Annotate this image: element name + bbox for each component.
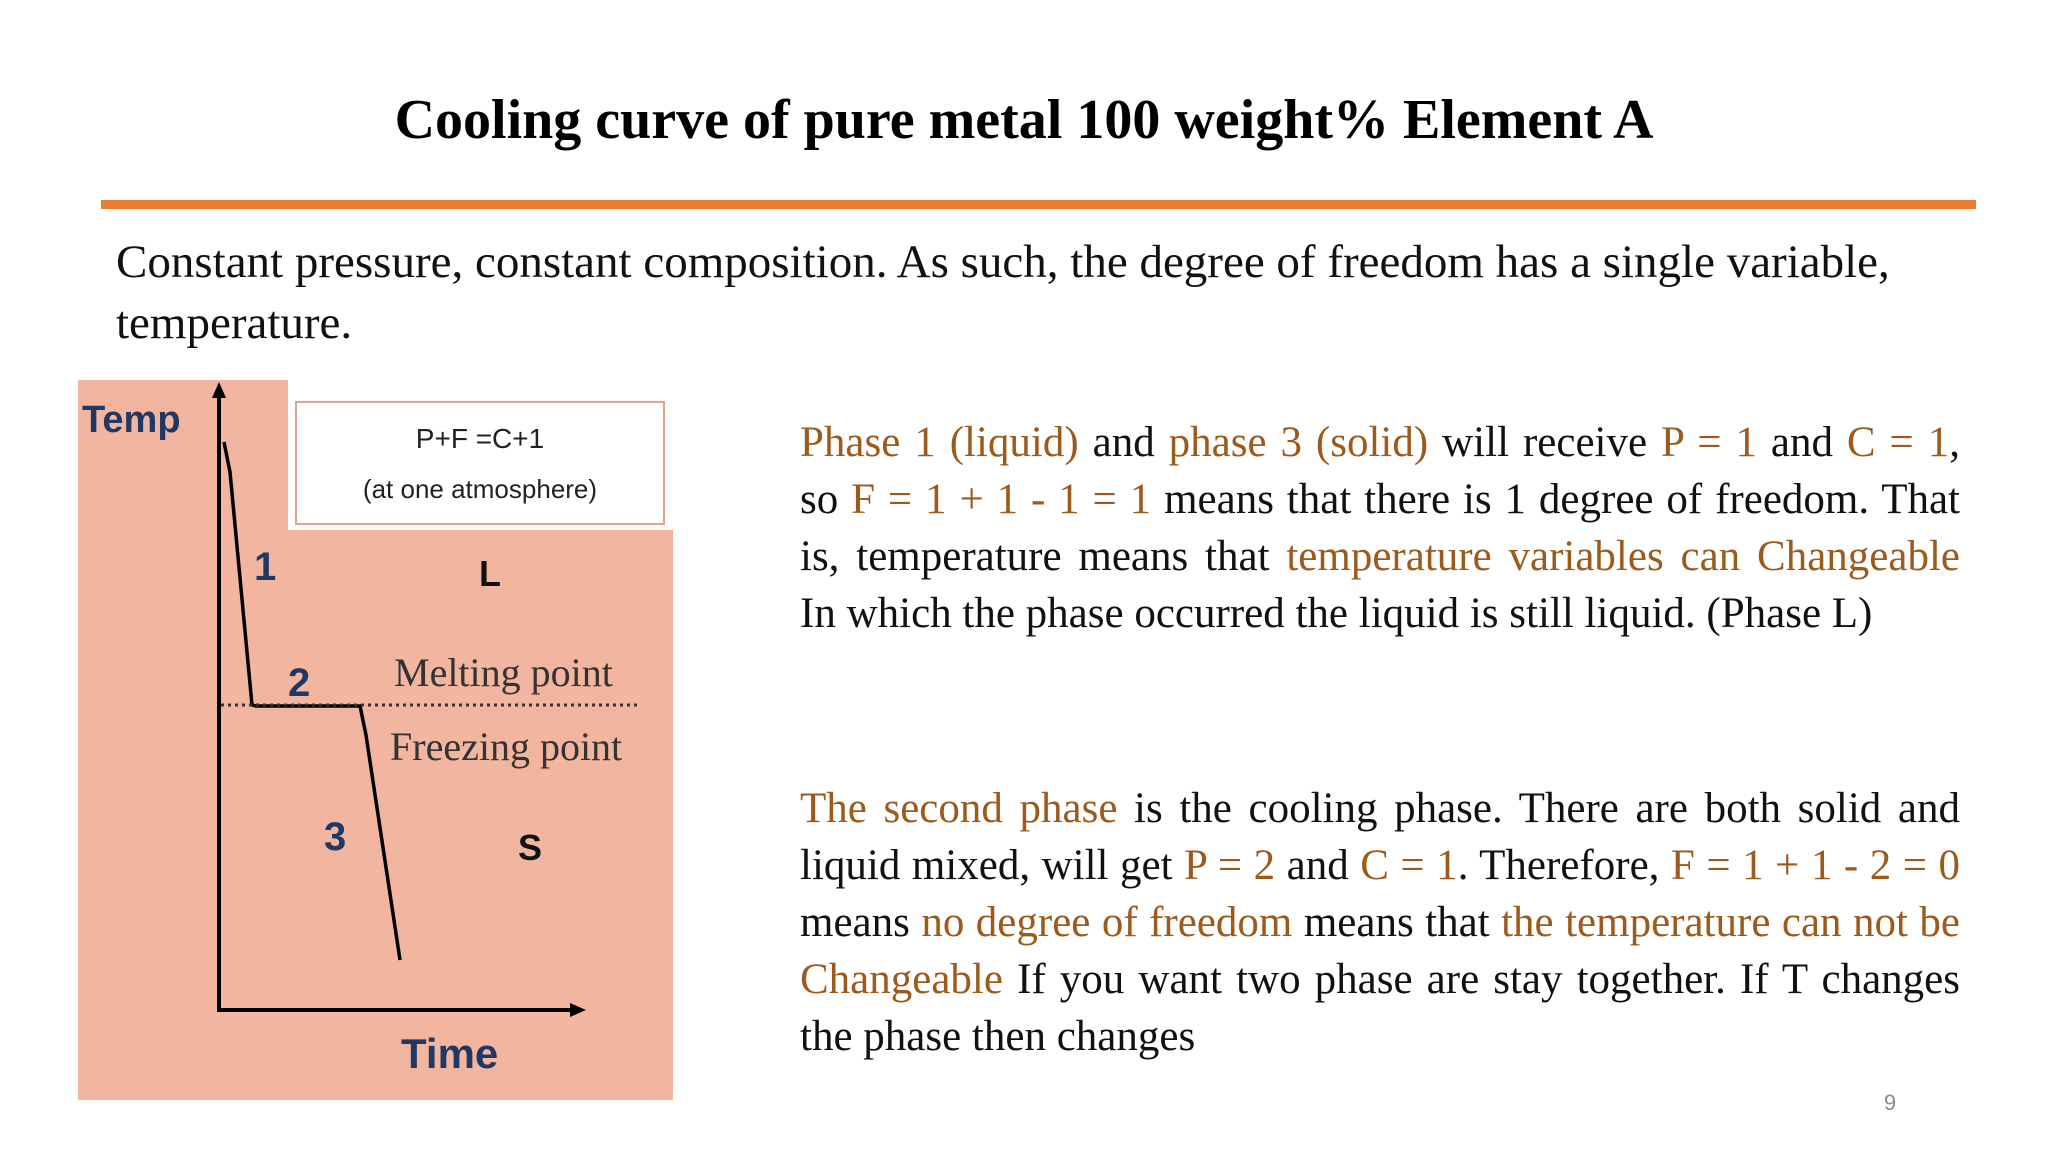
y-axis-label: Temp (82, 399, 181, 441)
cooling-curve-figure: P+F =C+1 (at one atmosphere) Temp Time 1… (78, 380, 678, 1100)
figure-background-lower (78, 530, 673, 1100)
paragraph-text: will receive (1428, 419, 1661, 466)
highlighted-text: Phase 1 (liquid) (800, 419, 1079, 466)
paragraph-text: means (800, 899, 922, 946)
highlighted-text: F = 1 + 1 - 1 = 1 (851, 476, 1152, 523)
paragraph-text: means that (1292, 899, 1502, 946)
paragraph-phase-1-3: Phase 1 (liquid) and phase 3 (solid) wil… (800, 414, 1960, 642)
formula-note: (at one atmosphere) (363, 474, 597, 504)
highlighted-text: temperature variables can Changeable (1286, 533, 1960, 580)
y-axis-arrow (212, 382, 226, 398)
highlighted-text: C = 1 (1360, 842, 1458, 889)
paragraph-text: , so (800, 419, 1960, 523)
formula-box (295, 401, 665, 525)
region-label-liquid: L (479, 553, 501, 594)
segment-label-3: 3 (324, 815, 346, 859)
page-number: 9 (1883, 1090, 1897, 1115)
highlighted-text: P = 1 (1661, 419, 1757, 466)
highlighted-text: no degree of freedom (921, 899, 1293, 946)
segment-label-2: 2 (288, 661, 310, 705)
region-label-solid: S (518, 827, 542, 868)
paragraph-text: and (1078, 419, 1169, 466)
highlighted-text: phase 3 (solid) (1168, 419, 1429, 466)
formula-text: P+F =C+1 (416, 423, 544, 454)
melting-point-label: Melting point (394, 650, 613, 695)
intro-text: Constant pressure, constant composition.… (116, 236, 1890, 349)
paragraph-text: . Therefore, (1457, 842, 1671, 889)
highlighted-text: C = 1 (1846, 419, 1950, 466)
slide-title: Cooling curve of pure metal 100 weight% … (394, 89, 1654, 151)
cooling-curve-diagram: P+F =C+1 (at one atmosphere) Temp Time 1… (78, 380, 673, 1100)
x-axis-label: Time (401, 1030, 498, 1077)
title-divider (101, 200, 1976, 209)
paragraph-text: is the cooling phase. There are both sol… (800, 785, 1960, 889)
paragraph-text: and (1756, 419, 1847, 466)
paragraph-text: If you want two phase are stay together.… (800, 956, 1960, 1060)
paragraph-text: means that there is 1 degree of freedom.… (800, 476, 1961, 580)
highlighted-text: the temperature can not be Changeable (800, 899, 1960, 1003)
segment-label-1: 1 (254, 545, 276, 589)
paragraph-text: In which the phase occurred the liquid i… (800, 590, 1873, 637)
freezing-point-label: Freezing point (390, 724, 622, 769)
highlighted-text: The second phase (800, 785, 1118, 832)
x-axis-arrow (570, 1003, 586, 1017)
paragraph-phase-2: The second phase is the cooling phase. T… (800, 780, 1960, 1065)
highlighted-text: P = 2 (1184, 842, 1276, 889)
paragraph-text: and (1275, 842, 1361, 889)
highlighted-text: F = 1 + 1 - 2 = 0 (1670, 842, 1960, 889)
